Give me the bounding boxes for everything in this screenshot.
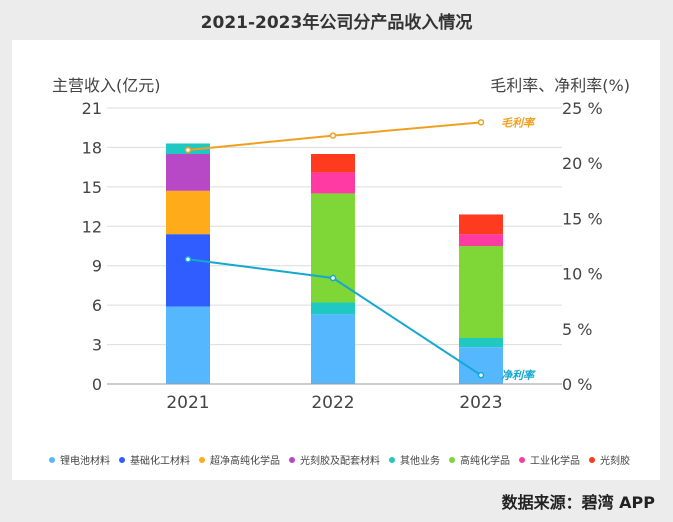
y2-axis-title: 毛利率、净利率(%) <box>490 76 630 95</box>
chart-svg: 主营收入(亿元) 毛利率、净利率(%) 0 3 6 9 12 15 18 21 0 % 5 % 10 %… <box>49 76 630 467</box>
bar-2021-series-1 <box>166 234 210 307</box>
y-tick-label-4: 12 <box>82 217 102 236</box>
legend-label-7: 光刻胶 <box>600 454 630 467</box>
x-tick-label-2: 2023 <box>459 393 502 413</box>
y-tick-label-5: 15 <box>82 178 102 197</box>
bar-2021-series-2 <box>166 190 210 235</box>
bar-2023-series-5 <box>459 246 503 338</box>
legend-marker-2 <box>199 457 205 463</box>
bar-2021-series-3 <box>166 154 210 191</box>
legend-label-1: 基础化工材料 <box>130 454 190 467</box>
bar-2022-series-5 <box>311 193 355 303</box>
legend-label-3: 光刻胶及配套材料 <box>300 454 380 467</box>
line-0-point-2 <box>477 119 485 126</box>
x-tick-label-1: 2022 <box>311 393 354 413</box>
y2-tick-label-3: 15 % <box>562 209 603 228</box>
legend-marker-6 <box>519 457 525 463</box>
data-source: 数据来源：碧湾 APP <box>501 493 655 512</box>
y2-tick-label-5: 25 % <box>562 99 603 118</box>
line-1-point-0 <box>184 255 192 263</box>
bar-2023-series-7 <box>459 214 503 235</box>
bar-2023-series-4 <box>459 338 503 348</box>
y-tick-label-0: 0 <box>92 375 102 394</box>
legend-label-2: 超净高纯化学品 <box>210 454 280 467</box>
chart-title: 2021-2023年公司分产品收入情况 <box>200 13 473 33</box>
y-tick-label-2: 6 <box>92 296 102 315</box>
y2-tick-label-1: 5 % <box>562 320 592 339</box>
y-tick-label-7: 21 <box>82 99 102 118</box>
bar-2022-series-0 <box>311 314 355 384</box>
bar-2022-series-4 <box>311 302 355 315</box>
bar-2023-series-6 <box>459 234 503 246</box>
line-1-point-1 <box>329 274 337 282</box>
legend-label-4: 其他业务 <box>400 454 440 467</box>
line-label-1: 净利率 <box>501 369 536 382</box>
x-tick-label-0: 2021 <box>166 393 209 413</box>
y2-tick-label-4: 20 % <box>562 154 603 173</box>
legend-label-6: 工业化学品 <box>530 454 580 467</box>
legend-marker-4 <box>389 457 395 463</box>
line-0-point-1 <box>329 132 337 139</box>
y-tick-label-6: 18 <box>82 138 102 157</box>
bar-2021-series-0 <box>166 306 210 384</box>
legend-marker-5 <box>449 457 455 463</box>
legend-label-5: 高纯化学品 <box>460 454 510 467</box>
line-0-point-0 <box>184 146 192 154</box>
bar-2022-series-7 <box>311 154 355 173</box>
legend-label-0: 锂电池材料 <box>60 454 110 467</box>
y-tick-label-1: 3 <box>92 336 102 355</box>
legend-marker-7 <box>589 457 595 463</box>
legend-marker-1 <box>119 457 125 463</box>
legend-marker-3 <box>289 457 295 463</box>
bar-2022-series-6 <box>311 172 355 194</box>
chart-panel: 主营收入(亿元) 毛利率、净利率(%) 0 3 6 9 12 15 18 21 0 % 5 % 10 %… <box>12 40 660 480</box>
line-label-0: 毛利率 <box>501 116 536 129</box>
y2-tick-label-0: 0 % <box>562 375 592 394</box>
y-axis-title: 主营收入(亿元) <box>52 76 161 95</box>
line-1-point-2 <box>477 371 485 379</box>
legend-marker-0 <box>49 457 55 463</box>
y2-tick-label-2: 10 % <box>562 265 603 284</box>
y-tick-label-3: 9 <box>92 257 102 276</box>
